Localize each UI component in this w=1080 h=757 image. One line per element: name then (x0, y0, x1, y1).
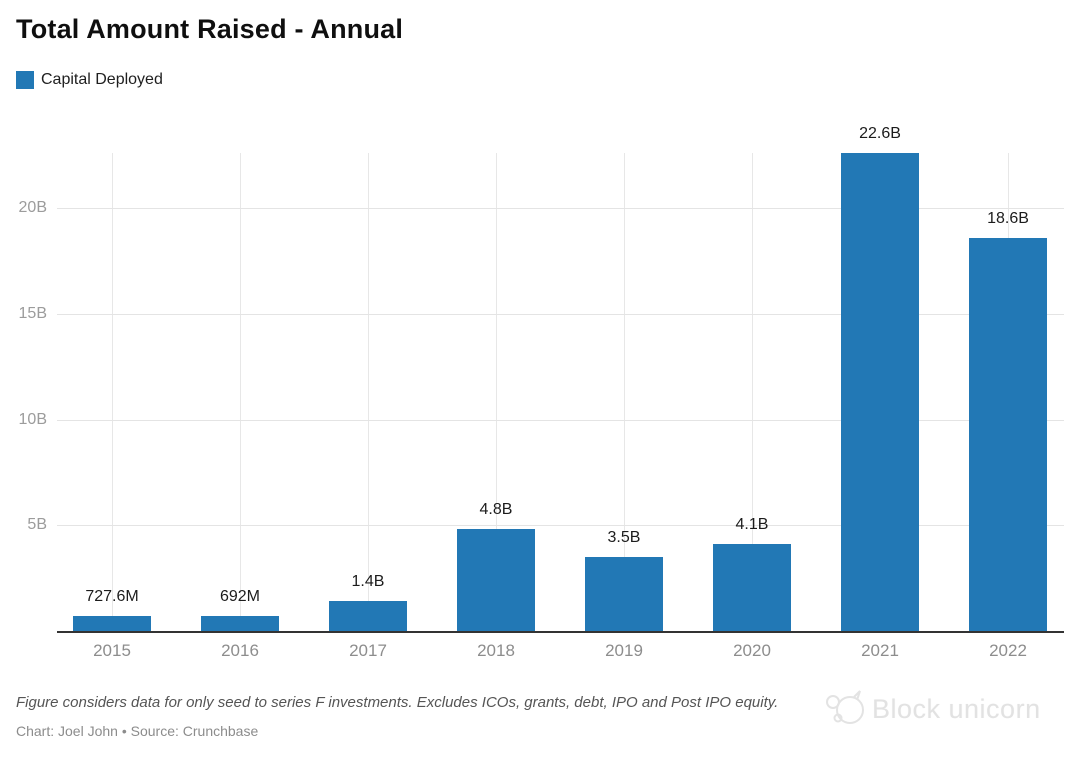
bar-2016 (201, 616, 279, 631)
legend-label: Capital Deployed (41, 71, 163, 88)
chart-credit: Chart: Joel John • Source: Crunchbase (16, 723, 259, 739)
y-axis-tick-label: 5B (27, 516, 47, 533)
horizontal-gridline (57, 314, 1064, 315)
legend-swatch-icon (16, 71, 34, 89)
y-axis-tick-label: 10B (18, 411, 47, 428)
bar-2022 (969, 238, 1047, 631)
chart-footnote: Figure considers data for only seed to s… (16, 694, 779, 711)
horizontal-gridline (57, 208, 1064, 209)
bar-value-label: 4.1B (735, 516, 769, 533)
x-axis-tick-label: 2017 (349, 641, 387, 660)
bar-value-label: 22.6B (859, 125, 901, 142)
vertical-gridline (752, 153, 753, 631)
vertical-gridline (112, 153, 113, 631)
bar-2018 (457, 529, 535, 631)
x-axis-tick-label: 2021 (861, 641, 899, 660)
bar-value-label: 3.5B (607, 529, 641, 546)
bar-value-label: 692M (219, 588, 261, 605)
x-axis-line (57, 631, 1064, 633)
horizontal-gridline (57, 525, 1064, 526)
vertical-gridline (496, 153, 497, 631)
horizontal-gridline (57, 420, 1064, 421)
bar-value-label: 4.8B (479, 501, 513, 518)
vertical-gridline (368, 153, 369, 631)
bar-2015 (73, 616, 151, 631)
bar-2021 (841, 153, 919, 631)
y-axis-tick-label: 15B (18, 305, 47, 322)
y-axis-tick-label: 20B (18, 199, 47, 216)
bar-2020 (713, 544, 791, 631)
x-axis-tick-label: 2020 (733, 641, 771, 660)
bar-value-label: 1.4B (351, 573, 385, 590)
vertical-gridline (240, 153, 241, 631)
x-axis-tick-label: 2016 (221, 641, 259, 660)
x-axis-tick-label: 2015 (93, 641, 131, 660)
vertical-gridline (624, 153, 625, 631)
bar-2019 (585, 557, 663, 631)
bar-2017 (329, 601, 407, 631)
legend: Capital Deployed (16, 71, 163, 89)
bar-value-label: 727.6M (85, 588, 139, 605)
x-axis-tick-label: 2022 (989, 641, 1027, 660)
bar-value-label: 18.6B (987, 210, 1029, 227)
x-axis-tick-label: 2018 (477, 641, 515, 660)
chart-title: Total Amount Raised - Annual (16, 14, 404, 44)
x-axis-tick-label: 2019 (605, 641, 643, 660)
